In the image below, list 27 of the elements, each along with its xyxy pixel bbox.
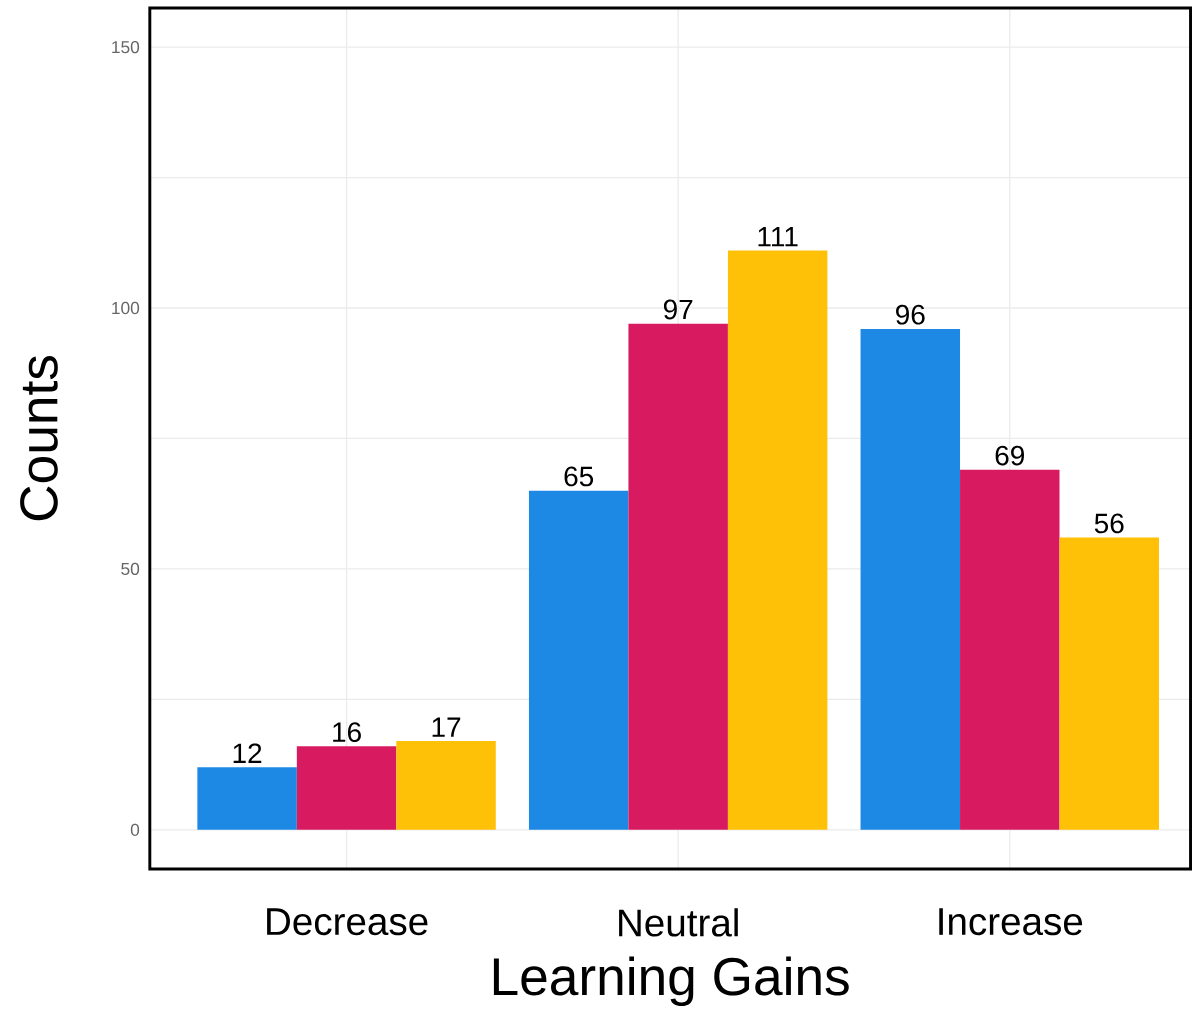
data-label: 111: [758, 227, 798, 247]
bar: [628, 323, 728, 830]
bar: [528, 490, 629, 830]
data-label: 65: [564, 466, 594, 487]
y-tick-label: 50: [121, 562, 140, 576]
bar: [197, 767, 297, 830]
y-axis-title: Counts: [20, 356, 58, 521]
bar: [727, 250, 828, 830]
bar: [860, 329, 961, 830]
x-tick-label: Neutral: [619, 908, 738, 937]
x-axis-title: Learning Gains: [493, 956, 849, 1007]
bar: [296, 746, 397, 830]
data-label: 96: [896, 304, 925, 325]
y-tick-label: 100: [112, 302, 140, 315]
x-tick-label: Decrease: [267, 908, 428, 936]
data-label: 69: [995, 445, 1024, 466]
bar: [960, 469, 1060, 830]
bar: [1059, 537, 1159, 830]
data-label: 97: [663, 299, 693, 320]
x-tick-label: Increase: [939, 908, 1083, 936]
data-label: 56: [1094, 513, 1124, 534]
y-tick-label: 150: [112, 41, 140, 54]
data-label: 17: [432, 717, 461, 737]
data-label: 16: [333, 722, 361, 743]
bar: [396, 741, 496, 830]
data-label: 12: [233, 743, 262, 764]
y-tick-label: 0: [130, 823, 140, 837]
